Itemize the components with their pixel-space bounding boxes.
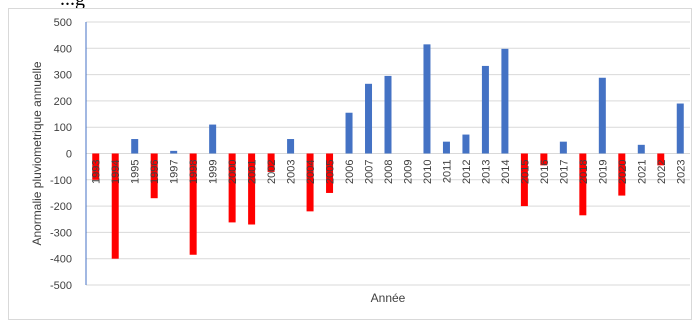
x-tick-label: 2021	[636, 160, 648, 184]
x-tick-label: 2004	[305, 160, 317, 184]
bar-2012	[462, 134, 470, 154]
x-tick-label: 2000	[227, 160, 239, 184]
x-tick-label: 1995	[130, 160, 142, 184]
x-tick-label: 1994	[110, 160, 122, 184]
header-fragment: ...g	[60, 0, 85, 8]
cropped-header-text: ...g	[60, 0, 220, 8]
bar-2021	[637, 144, 645, 154]
bar-2019	[598, 77, 606, 154]
x-tick-label: 2016	[539, 160, 551, 184]
x-tick-label: 1993	[91, 160, 103, 184]
bar-1998	[189, 153, 197, 255]
x-tick-label: 1997	[169, 160, 181, 184]
bar-2008	[384, 75, 392, 154]
bar-2001	[248, 153, 256, 225]
bar-2000	[228, 153, 236, 223]
y-tick-label: 400	[54, 43, 72, 55]
bar-2015	[520, 153, 528, 207]
bar-1999	[209, 124, 217, 154]
bar-2005	[326, 153, 334, 193]
bar-2023	[676, 103, 684, 154]
x-tick-label: 2005	[325, 160, 337, 184]
x-tick-label: 2006	[344, 160, 356, 184]
x-tick-label: 2018	[578, 160, 590, 184]
bar-1995	[131, 139, 139, 154]
bar-2017	[559, 141, 567, 154]
bars	[92, 44, 684, 259]
bar-2003	[287, 139, 295, 154]
x-axis-title: Année	[371, 291, 406, 305]
x-tick-label: 1999	[208, 160, 220, 184]
bar-2007	[365, 83, 373, 154]
y-axis-title: Anormalie pluviometrique annuelle	[30, 61, 44, 245]
y-tick-label: -500	[50, 280, 72, 292]
x-tick-label: 2019	[597, 160, 609, 184]
x-tick-label: 2017	[558, 160, 570, 184]
x-tick-label: 2020	[617, 160, 629, 184]
bar-1994	[111, 153, 119, 259]
y-tick-label: -400	[50, 254, 72, 266]
x-tick-label: 2011	[441, 160, 453, 184]
bar-2006	[345, 112, 353, 154]
chart-frame	[8, 8, 692, 320]
x-tick-label: 2012	[461, 160, 473, 184]
y-tick-label: 500	[54, 17, 72, 29]
y-tick-label: 100	[54, 122, 72, 134]
bar-2011	[442, 141, 450, 154]
x-tick-label: 1998	[188, 160, 200, 184]
x-tick-label: 2009	[402, 160, 414, 184]
bar-2002	[267, 153, 275, 172]
y-tick-labels: 500 400 300 200 100 0 -100 -200 -300 -400 -500	[50, 17, 72, 292]
x-tick-label: 2014	[500, 160, 512, 184]
x-tick-label: 2008	[383, 160, 395, 184]
bar-1993	[92, 153, 100, 180]
y-tick-label: -300	[50, 227, 72, 239]
bar-2013	[481, 65, 489, 154]
bar-2014	[501, 48, 509, 154]
bar-2016	[540, 153, 548, 166]
x-tick-label: 2023	[675, 160, 687, 184]
x-tick-label: 2015	[519, 160, 531, 184]
x-tick-label: 1996	[149, 160, 161, 184]
y-tick-label: -200	[50, 201, 72, 213]
bar-2018	[579, 153, 587, 216]
x-tick-label: 2007	[364, 160, 376, 184]
x-tick-label: 2013	[480, 160, 492, 184]
bar-2022	[657, 153, 665, 166]
x-tick-labels: 1993 1994 1995 1996 1997 1998 1999 2000 2001 2002…	[91, 160, 688, 184]
bar-1997	[170, 150, 178, 154]
x-tick-label: 2001	[247, 160, 259, 184]
x-tick-label: 2003	[286, 160, 298, 184]
y-tick-label: 300	[54, 70, 72, 82]
bar-1996	[150, 153, 158, 199]
y-tick-label: 0	[66, 149, 72, 161]
x-tick-label: 2022	[656, 160, 668, 184]
x-tick-label: 2002	[266, 160, 278, 184]
y-tick-label: -100	[50, 175, 72, 187]
bar-2020	[618, 153, 626, 196]
x-tick-label: 2010	[422, 160, 434, 184]
y-tick-label: 200	[54, 96, 72, 108]
bar-2004	[306, 153, 314, 212]
bar-2010	[423, 44, 431, 154]
